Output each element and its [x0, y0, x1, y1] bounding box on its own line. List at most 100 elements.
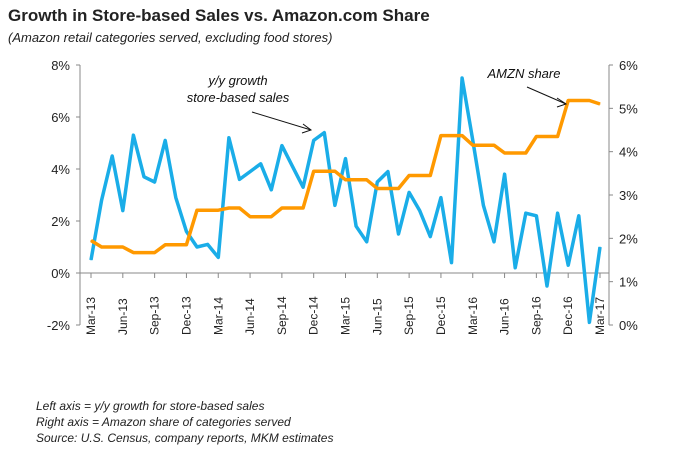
right-tick-label: 2%: [619, 231, 638, 246]
x-tick-label: Sep-13: [148, 296, 162, 335]
data-point: [514, 267, 516, 269]
data-point: [493, 241, 495, 243]
data-point: [228, 207, 230, 209]
data-point: [376, 188, 378, 189]
data-point: [578, 215, 580, 217]
left-tick-label: 8%: [51, 58, 70, 73]
data-point: [366, 179, 368, 181]
data-point: [514, 152, 516, 154]
x-tick-label: Dec-13: [179, 296, 193, 335]
data-point: [122, 246, 124, 248]
data-point: [345, 179, 346, 181]
data-point: [207, 243, 209, 245]
chart-subtitle: (Amazon retail categories served, exclud…: [8, 30, 333, 45]
x-tick-label: Jun-14: [243, 298, 257, 335]
data-point: [111, 246, 113, 248]
right-tick-label: 0%: [619, 318, 638, 333]
data-point: [440, 135, 442, 137]
x-tick-label: Mar-14: [211, 297, 225, 335]
data-point: [398, 188, 400, 189]
note-left-axis: Left axis = y/y growth for store-based s…: [36, 399, 265, 413]
right-tick-label: 1%: [619, 275, 638, 290]
arrow-growth: [251, 111, 312, 131]
arrowhead-amzn: [556, 97, 568, 108]
x-tick-label: Mar-16: [466, 297, 480, 335]
data-point: [238, 207, 240, 209]
data-point: [228, 137, 230, 139]
data-point: [419, 175, 421, 176]
data-point: [101, 199, 103, 201]
right-tick-label: 6%: [619, 58, 638, 73]
chart-title: Growth in Store-based Sales vs. Amazon.c…: [8, 6, 430, 25]
annotation-growth-line2: store-based sales: [187, 90, 290, 105]
data-point: [546, 285, 548, 287]
data-point: [281, 207, 283, 209]
data-point: [419, 210, 421, 212]
data-point: [154, 252, 156, 254]
data-point: [599, 246, 601, 248]
data-point: [472, 144, 474, 146]
data-point: [323, 170, 325, 172]
note-right-axis: Right axis = Amazon share of categories …: [36, 415, 291, 429]
arrowhead-growth: [301, 123, 313, 134]
data-point: [493, 144, 495, 146]
data-point: [207, 209, 209, 211]
annotation-growth-line1: y/y growth: [207, 73, 267, 88]
data-point: [323, 132, 325, 134]
data-point: [355, 179, 357, 181]
data-point: [588, 100, 590, 102]
data-point: [461, 135, 463, 137]
data-point: [429, 175, 431, 176]
data-point: [599, 103, 601, 105]
data-point: [334, 170, 336, 172]
data-point: [260, 163, 262, 165]
data-point: [111, 155, 113, 157]
data-point: [440, 197, 442, 199]
data-point: [185, 244, 187, 246]
data-point: [196, 246, 198, 248]
data-point: [451, 262, 453, 264]
data-point: [482, 144, 484, 146]
data-point: [504, 173, 506, 175]
data-point: [217, 209, 219, 211]
note-source: Source: U.S. Census, company reports, MK…: [36, 431, 334, 445]
data-point: [429, 236, 431, 238]
data-point: [535, 215, 537, 217]
data-point: [302, 186, 304, 188]
x-tick-label: Mar-15: [339, 297, 353, 335]
data-point: [132, 252, 134, 254]
x-tick-label: Sep-16: [529, 296, 543, 335]
data-point: [281, 145, 283, 147]
data-point: [313, 170, 315, 172]
data-point: [90, 259, 92, 261]
data-point: [408, 175, 410, 176]
data-point: [451, 135, 453, 137]
data-point: [90, 240, 92, 241]
data-point: [504, 152, 506, 154]
x-tick-label: Mar-13: [84, 297, 98, 335]
data-point: [313, 139, 315, 141]
x-tick-label: Sep-15: [402, 296, 416, 335]
data-point: [535, 136, 537, 137]
left-tick-label: 0%: [51, 266, 70, 281]
data-point: [196, 209, 198, 211]
data-point: [260, 216, 262, 218]
data-point: [387, 171, 389, 173]
data-point: [132, 134, 134, 136]
right-tick-label: 3%: [619, 188, 638, 203]
x-tick-label: Sep-14: [275, 296, 289, 335]
data-point: [387, 188, 389, 189]
left-tick-label: -2%: [47, 318, 71, 333]
data-point: [175, 244, 177, 246]
x-tick-label: Mar-17: [593, 297, 607, 335]
data-point: [185, 230, 187, 232]
data-point: [408, 191, 410, 193]
data-point: [101, 246, 103, 248]
data-point: [567, 264, 569, 266]
data-point: [217, 256, 219, 258]
footnotes: Left axis = y/y growth for store-based s…: [36, 398, 333, 446]
data-point: [291, 165, 293, 167]
data-point: [175, 197, 177, 199]
